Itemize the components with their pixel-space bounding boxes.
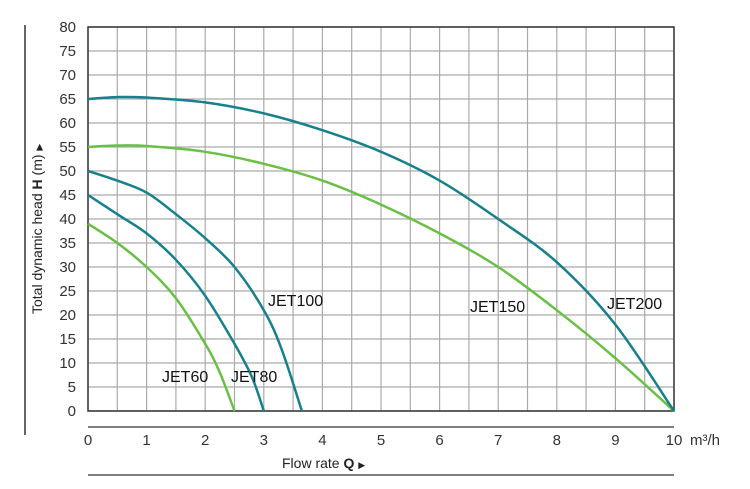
curves: [87, 95, 676, 412]
x-tick-label: 3: [260, 432, 268, 449]
x-tick-label: 10: [666, 432, 683, 449]
y-tick-label: 40: [59, 211, 76, 228]
series-label-jet80: JET80: [231, 369, 277, 386]
x-tick-label: 5: [377, 432, 385, 449]
y-tick-label: 30: [59, 259, 76, 276]
grid: [87, 26, 675, 412]
y-tick-label: 80: [59, 19, 76, 36]
x-tick-label: 7: [494, 432, 502, 449]
series-label-jet150: JET150: [470, 299, 525, 316]
x-tick-label: 9: [611, 432, 619, 449]
y-tick-label: 0: [68, 403, 76, 420]
series-line-jet80: [87, 193, 265, 412]
y-tick-label: 65: [59, 91, 76, 108]
series-label-jet100: JET100: [268, 293, 323, 310]
x-axis-title: Flow rate Q ▶: [282, 455, 365, 471]
y-tick-label: 15: [59, 331, 76, 348]
x-unit: m³/h: [690, 432, 720, 449]
series-label-jet60: JET60: [162, 369, 208, 386]
x-tick-label: 6: [435, 432, 443, 449]
y-tick-label: 25: [59, 283, 76, 300]
x-tick-label: 1: [142, 432, 150, 449]
series-label-jet200: JET200: [607, 296, 662, 313]
series-line-jet200: [87, 95, 676, 412]
series-line-jet60: [87, 222, 236, 412]
y-tick-label: 75: [59, 43, 76, 60]
y-axis-title: Total dynamic head H (m) ▶: [29, 144, 45, 314]
plot-frame: [87, 26, 675, 412]
series-labels: JET60 JET80 JET100 JET150 JET200: [162, 293, 662, 386]
y-tick-label: 55: [59, 139, 76, 156]
y-tick-label: 70: [59, 67, 76, 84]
y-tick-label: 10: [59, 355, 76, 372]
x-tick-label: 2: [201, 432, 209, 449]
y-tick-label: 35: [59, 235, 76, 252]
tick-labels: 0 1 2 3 4 5 6 7 8 9 100510152025303540455055606570…: [59, 19, 682, 449]
y-tick-label: 45: [59, 187, 76, 204]
x-tick-label: 4: [318, 432, 326, 449]
series-line-jet150: [87, 144, 675, 412]
y-tick-label: 20: [59, 307, 76, 324]
x-tick-label: 8: [553, 432, 561, 449]
series-line-jet100: [87, 169, 304, 412]
x-tick-label: 0: [84, 432, 92, 449]
y-tick-label: 60: [59, 115, 76, 132]
y-tick-label: 5: [68, 379, 76, 396]
y-tick-label: 50: [59, 163, 76, 180]
